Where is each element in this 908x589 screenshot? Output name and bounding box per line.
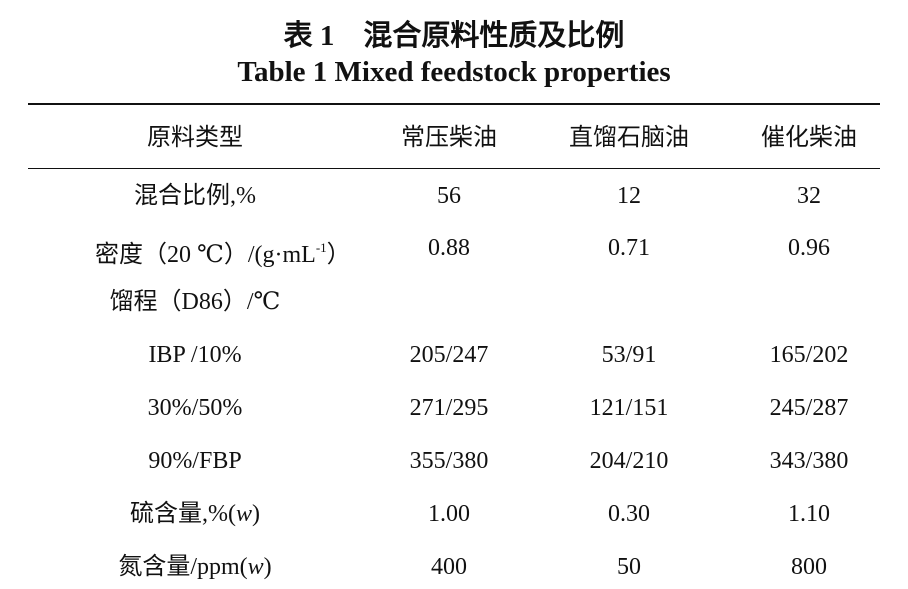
header-cell: 常压柴油 xyxy=(401,125,497,151)
value-cell: 204/210 xyxy=(589,448,669,474)
value-cell: 355/380 xyxy=(409,448,489,474)
value-cell: 32 xyxy=(797,183,821,209)
label-text: w xyxy=(235,501,252,527)
value-cell: 121/151 xyxy=(589,395,669,421)
value-cell: 0.88 xyxy=(428,235,470,261)
label-text: -1 xyxy=(315,240,327,255)
top-rule xyxy=(28,103,880,105)
value-cell: 245/287 xyxy=(769,395,849,421)
row-label: 混合比例,% xyxy=(95,181,295,211)
value-cell: 400 xyxy=(431,554,467,580)
label-text: ) xyxy=(263,554,272,580)
value-cell: 205/247 xyxy=(409,342,489,368)
value-cell: 0.30 xyxy=(608,501,650,527)
value-cell: 800 xyxy=(791,554,827,580)
value-cell: 343/380 xyxy=(769,448,849,474)
value-cell: 56 xyxy=(437,183,461,209)
row-label: 氮含量/ppm(w) xyxy=(95,552,295,582)
label-text: 氮含量/ppm( xyxy=(118,554,248,580)
value-cell: 0.96 xyxy=(788,235,830,261)
label-text: 密度（20 ℃）/(g·mL xyxy=(95,242,316,268)
label-text: w xyxy=(247,554,264,580)
header-cell: 催化柴油 xyxy=(761,125,857,151)
label-text: IBP /10% xyxy=(148,342,242,368)
row-label: 密度（20 ℃）/(g·mL-1） xyxy=(95,233,351,270)
row-label: 30%/50% xyxy=(95,393,295,423)
row-label: 硫含量,%(w) xyxy=(95,499,295,529)
label-text: 30%/50% xyxy=(147,395,243,421)
header-rule xyxy=(28,168,880,169)
title-en: Table 1 Mixed feedstock properties xyxy=(237,56,671,88)
value-cell: 1.00 xyxy=(428,501,470,527)
label-text: 90%/FBP xyxy=(148,448,242,474)
value-cell: 53/91 xyxy=(601,342,657,368)
label-text: 硫含量,%( xyxy=(130,501,236,527)
label-text: ) xyxy=(252,501,260,527)
value-cell: 271/295 xyxy=(409,395,489,421)
title-cn: 表 1 混合原料性质及比例 xyxy=(283,20,625,52)
row-label: IBP /10% xyxy=(95,340,295,370)
header-cell: 直馏石脑油 xyxy=(569,125,689,151)
row-label: 馏程（D86）/℃ xyxy=(95,287,295,317)
value-cell: 50 xyxy=(617,554,641,580)
value-cell: 165/202 xyxy=(769,342,849,368)
label-text: ） xyxy=(326,242,351,268)
header-cell: 原料类型 xyxy=(147,125,243,151)
row-label: 90%/FBP xyxy=(95,446,295,476)
value-cell: 1.10 xyxy=(788,501,830,527)
value-cell: 12 xyxy=(617,183,641,209)
value-cell: 0.71 xyxy=(608,235,650,261)
label-text: 混合比例,% xyxy=(134,183,256,209)
label-text: 馏程（D86）/℃ xyxy=(109,289,281,315)
